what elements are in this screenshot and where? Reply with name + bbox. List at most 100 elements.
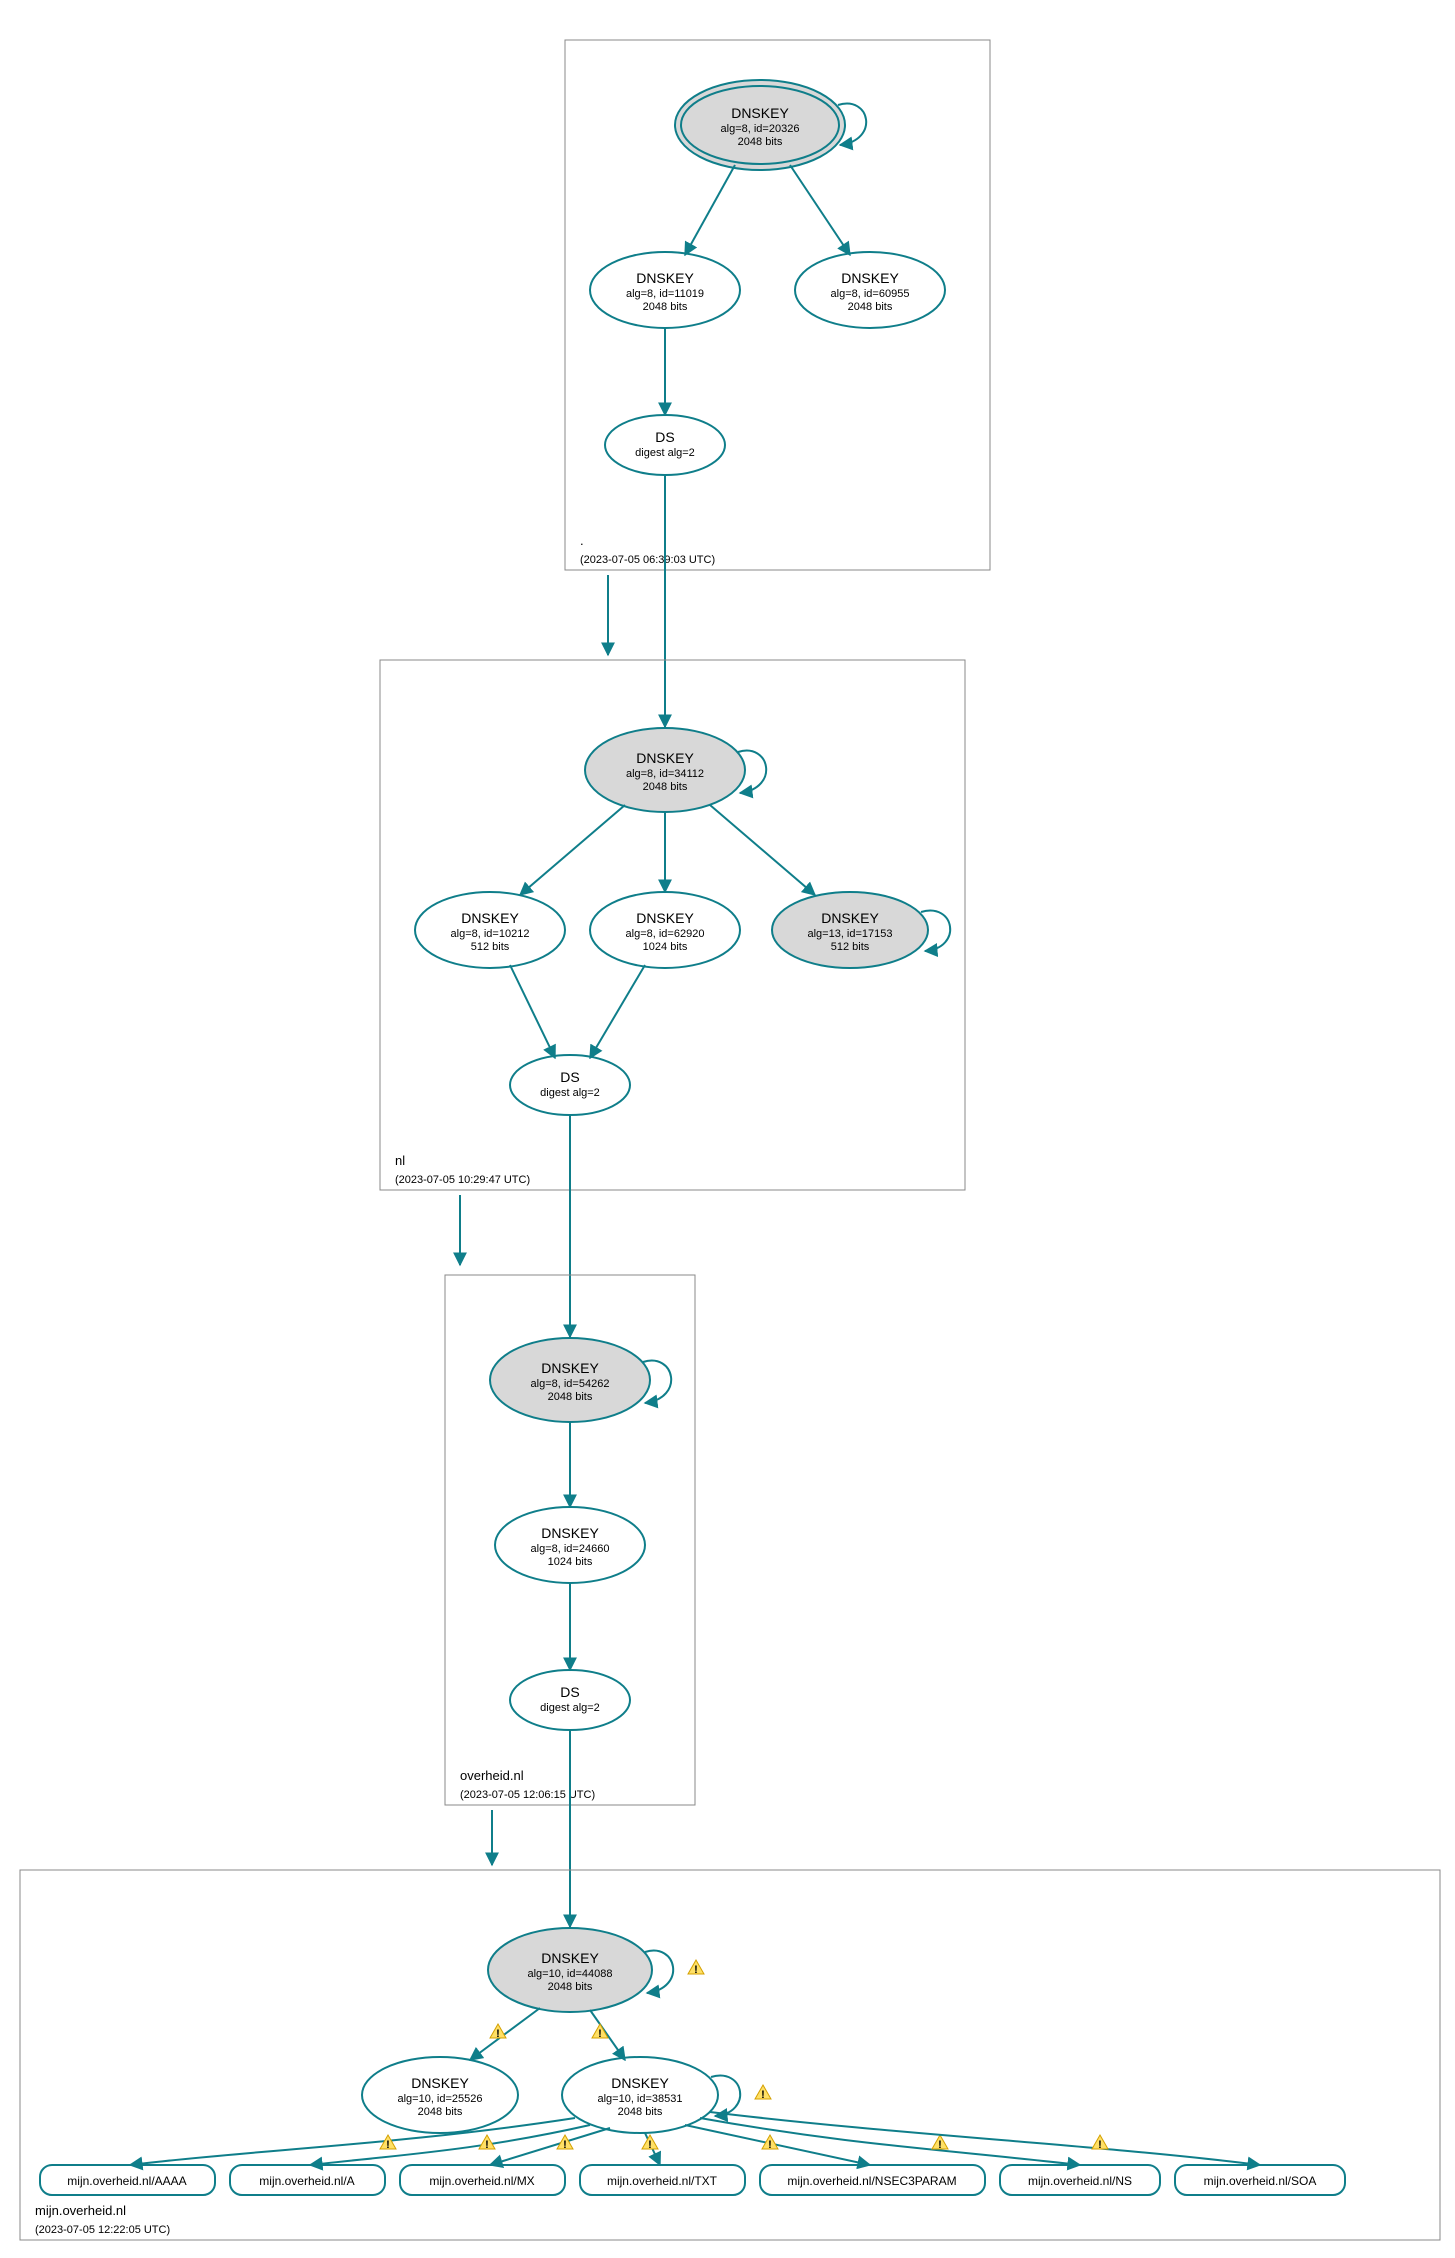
svg-text:2048 bits: 2048 bits — [548, 1391, 593, 1403]
node-root-zsk1: DNSKEY alg=8, id=11019 2048 bits — [590, 252, 740, 328]
svg-text:mijn.overheid.nl/A: mijn.overheid.nl/A — [259, 2174, 354, 2188]
svg-text:DNSKEY: DNSKEY — [821, 910, 879, 926]
svg-text:DNSKEY: DNSKEY — [411, 2075, 469, 2091]
svg-text:DS: DS — [655, 429, 674, 445]
svg-text:alg=8, id=34112: alg=8, id=34112 — [626, 768, 704, 780]
zone-nl: nl (2023-07-05 10:29:47 UTC) DNSKEY alg=… — [380, 660, 965, 1190]
svg-text:2048 bits: 2048 bits — [643, 301, 688, 313]
record-a: mijn.overheid.nl/A — [230, 2165, 385, 2195]
zone-root: . (2023-07-05 06:39:03 UTC) DNSKEY alg=8… — [565, 40, 990, 570]
svg-text:2048 bits: 2048 bits — [738, 136, 783, 148]
svg-text:DNSKEY: DNSKEY — [731, 105, 789, 121]
zone-root-ts: (2023-07-05 06:39:03 UTC) — [580, 554, 715, 566]
node-ov-ds: DS digest alg=2 — [510, 1670, 630, 1730]
svg-text:DNSKEY: DNSKEY — [541, 1525, 599, 1541]
svg-text:alg=8, id=62920: alg=8, id=62920 — [626, 928, 705, 940]
svg-text:DS: DS — [560, 1069, 579, 1085]
svg-text:alg=10, id=44088: alg=10, id=44088 — [527, 1968, 612, 1980]
svg-text:mijn.overheid.nl/AAAA: mijn.overheid.nl/AAAA — [67, 2174, 186, 2188]
svg-text:alg=8, id=60955: alg=8, id=60955 — [831, 288, 910, 300]
dnssec-diagram: . (2023-07-05 06:39:03 UTC) DNSKEY alg=8… — [0, 0, 1455, 2258]
svg-text:mijn.overheid.nl/TXT: mijn.overheid.nl/TXT — [607, 2174, 718, 2188]
zone-overheid-label: overheid.nl — [460, 1768, 524, 1783]
svg-text:alg=8, id=54262: alg=8, id=54262 — [531, 1378, 610, 1390]
warn-icon: ! — [688, 1960, 704, 1976]
svg-text:alg=8, id=20326: alg=8, id=20326 — [721, 123, 800, 135]
record-ns: mijn.overheid.nl/NS — [1000, 2165, 1160, 2195]
svg-text:mijn.overheid.nl/SOA: mijn.overheid.nl/SOA — [1204, 2174, 1317, 2188]
node-nl-zsk2: DNSKEY alg=8, id=62920 1024 bits — [590, 892, 740, 968]
record-soa: mijn.overheid.nl/SOA — [1175, 2165, 1345, 2195]
svg-text:!: ! — [563, 2139, 567, 2151]
svg-text:512 bits: 512 bits — [471, 941, 510, 953]
svg-text:DNSKEY: DNSKEY — [841, 270, 899, 286]
svg-text:1024 bits: 1024 bits — [643, 941, 688, 953]
svg-text:alg=10, id=38531: alg=10, id=38531 — [597, 2093, 682, 2105]
zone-nl-ts: (2023-07-05 10:29:47 UTC) — [395, 1174, 530, 1186]
node-ov-ksk: DNSKEY alg=8, id=54262 2048 bits — [490, 1338, 650, 1422]
node-root-ds: DS digest alg=2 — [605, 415, 725, 475]
svg-text:digest alg=2: digest alg=2 — [635, 447, 695, 459]
zone-mijn-label: mijn.overheid.nl — [35, 2203, 126, 2218]
svg-text:DNSKEY: DNSKEY — [636, 750, 694, 766]
svg-text:1024 bits: 1024 bits — [548, 1556, 593, 1568]
svg-text:!: ! — [938, 2139, 942, 2151]
svg-text:alg=8, id=11019: alg=8, id=11019 — [626, 288, 704, 300]
svg-text:!: ! — [768, 2139, 772, 2151]
warn-icon: ! — [490, 2024, 506, 2040]
svg-text:alg=8, id=24660: alg=8, id=24660 — [531, 1543, 610, 1555]
node-nl-zsk1: DNSKEY alg=8, id=10212 512 bits — [415, 892, 565, 968]
warn-icon: ! — [932, 2135, 948, 2151]
svg-text:!: ! — [485, 2139, 489, 2151]
svg-text:DNSKEY: DNSKEY — [636, 910, 694, 926]
record-nsec3param: mijn.overheid.nl/NSEC3PARAM — [760, 2165, 985, 2195]
svg-text:DNSKEY: DNSKEY — [541, 1950, 599, 1966]
svg-text:!: ! — [1098, 2139, 1102, 2151]
node-root-zsk2: DNSKEY alg=8, id=60955 2048 bits — [795, 252, 945, 328]
warn-icon: ! — [642, 2135, 658, 2151]
svg-text:2048 bits: 2048 bits — [618, 2106, 663, 2118]
warn-icon: ! — [1092, 2135, 1108, 2151]
zone-nl-label: nl — [395, 1153, 405, 1168]
svg-text:2048 bits: 2048 bits — [643, 781, 688, 793]
warn-icon: ! — [755, 2085, 771, 2101]
record-txt: mijn.overheid.nl/TXT — [580, 2165, 745, 2195]
svg-text:DNSKEY: DNSKEY — [461, 910, 519, 926]
zone-overheid: overheid.nl (2023-07-05 12:06:15 UTC) DN… — [445, 1275, 695, 1805]
record-mx: mijn.overheid.nl/MX — [400, 2165, 565, 2195]
svg-text:DS: DS — [560, 1684, 579, 1700]
svg-text:DNSKEY: DNSKEY — [611, 2075, 669, 2091]
node-nl-ksk: DNSKEY alg=8, id=34112 2048 bits — [585, 728, 745, 812]
zone-root-label: . — [580, 533, 584, 548]
svg-text:mijn.overheid.nl/MX: mijn.overheid.nl/MX — [429, 2174, 534, 2188]
svg-text:!: ! — [598, 2028, 602, 2040]
zone-mijn: mijn.overheid.nl (2023-07-05 12:22:05 UT… — [20, 1870, 1440, 2240]
node-mijn-zsk2: DNSKEY alg=10, id=38531 2048 bits — [562, 2057, 718, 2133]
svg-text:!: ! — [694, 1964, 698, 1976]
svg-text:alg=10, id=25526: alg=10, id=25526 — [397, 2093, 482, 2105]
svg-text:!: ! — [386, 2139, 390, 2151]
svg-text:mijn.overheid.nl/NSEC3PARAM: mijn.overheid.nl/NSEC3PARAM — [787, 2174, 956, 2188]
node-mijn-zsk1: DNSKEY alg=10, id=25526 2048 bits — [362, 2057, 518, 2133]
svg-text:!: ! — [761, 2089, 765, 2101]
svg-text:512 bits: 512 bits — [831, 941, 870, 953]
svg-text:mijn.overheid.nl/NS: mijn.overheid.nl/NS — [1028, 2174, 1132, 2188]
svg-text:alg=8, id=10212: alg=8, id=10212 — [451, 928, 530, 940]
node-nl-zsk3: DNSKEY alg=13, id=17153 512 bits — [772, 892, 928, 968]
svg-text:!: ! — [648, 2139, 652, 2151]
record-aaaa: mijn.overheid.nl/AAAA — [40, 2165, 215, 2195]
zone-mijn-ts: (2023-07-05 12:22:05 UTC) — [35, 2224, 170, 2236]
svg-text:2048 bits: 2048 bits — [548, 1981, 593, 1993]
svg-text:!: ! — [496, 2028, 500, 2040]
node-nl-ds: DS digest alg=2 — [510, 1055, 630, 1115]
svg-text:DNSKEY: DNSKEY — [636, 270, 694, 286]
node-ov-zsk: DNSKEY alg=8, id=24660 1024 bits — [495, 1507, 645, 1583]
warn-icon: ! — [380, 2135, 396, 2151]
svg-text:digest alg=2: digest alg=2 — [540, 1702, 600, 1714]
zone-overheid-ts: (2023-07-05 12:06:15 UTC) — [460, 1789, 595, 1801]
svg-text:2048 bits: 2048 bits — [848, 301, 893, 313]
svg-text:alg=13, id=17153: alg=13, id=17153 — [807, 928, 892, 940]
node-mijn-ksk: DNSKEY alg=10, id=44088 2048 bits — [488, 1928, 652, 2012]
svg-text:digest alg=2: digest alg=2 — [540, 1087, 600, 1099]
node-root-ksk: DNSKEY alg=8, id=20326 2048 bits — [675, 80, 845, 170]
